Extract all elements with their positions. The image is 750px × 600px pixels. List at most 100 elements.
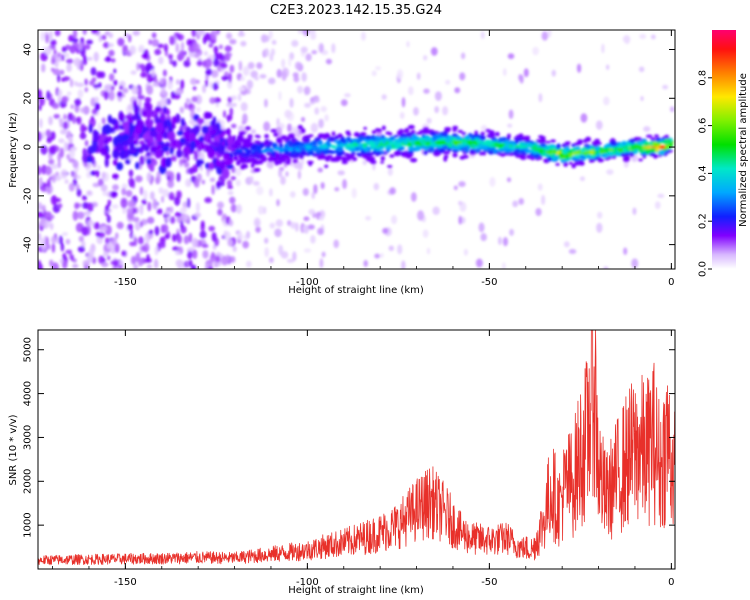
spectrogram-cell [88, 123, 93, 134]
spectrogram-cell [278, 91, 282, 101]
spectrogram-ridge-cell [429, 131, 436, 136]
spectrogram-cell [325, 58, 332, 65]
spectrogram-cell [110, 118, 118, 126]
spectrogram-cell [362, 159, 368, 166]
spectrogram-ridge-cell [469, 148, 475, 154]
snr-y-tick-label: 3000 [23, 425, 34, 450]
spectrogram-cell [209, 120, 214, 126]
spectrogram-ridge-cell [273, 132, 279, 137]
spectrogram-ridge-cell [292, 149, 297, 153]
spectrogram-cell [211, 184, 215, 196]
spectrogram-cell [551, 69, 556, 77]
spectrogram-ridge-cell [292, 143, 298, 147]
spectrogram-cell [102, 42, 110, 49]
spectrogram-cell [69, 147, 76, 159]
spectrogram-cell [632, 207, 637, 215]
spectrogram-cell [183, 130, 190, 139]
spectrogram-cell [190, 78, 197, 86]
spectrogram-y-tick-label: -20 [23, 188, 34, 204]
spectrogram-ridge-cell [242, 146, 247, 150]
spectrogram-cell [77, 246, 86, 253]
spectrogram-ridge-cell [451, 133, 458, 138]
spectrogram-ridge-cell [352, 157, 358, 162]
spectrogram-cell [351, 188, 357, 199]
colorbar-tick-label: 0.6 [698, 118, 709, 134]
spectrogram-ridge-cell [438, 147, 445, 154]
spectrogram-cell [203, 132, 210, 143]
spectrogram-cell [102, 191, 108, 196]
spectrogram-ridge-cell [553, 154, 559, 161]
spectrogram-cell [154, 48, 162, 56]
spectrogram-cell [240, 40, 247, 47]
spectrogram-cell [623, 159, 629, 168]
spectrogram-cell [192, 86, 197, 91]
spectrogram-cell [90, 115, 95, 122]
spectrogram-ridge-cell [604, 147, 611, 153]
spectrogram-ridge-cell [461, 154, 469, 159]
spectrogram-cell [460, 52, 466, 60]
spectrogram-cell [56, 52, 62, 58]
spectrogram-cell [139, 155, 145, 166]
spectrogram-cell [116, 143, 123, 152]
spectrogram-ridge-cell [580, 151, 588, 155]
spectrogram-cell [103, 90, 109, 100]
spectrogram-ridge-cell [334, 149, 339, 154]
spectrogram-x-axis: -150 -100 -50 0 [52, 30, 675, 288]
spectrogram-cell [81, 226, 89, 237]
spectrogram-cell [478, 222, 485, 233]
spectrogram-ridge-cell [236, 144, 242, 148]
spectrogram-ridge-cell [555, 144, 561, 149]
spectrogram-cell [167, 180, 175, 189]
spectrogram-cell [523, 68, 529, 78]
spectrogram-cell [60, 168, 68, 179]
spectrogram-cell [90, 170, 96, 176]
spectrogram-ridge-cell [629, 152, 634, 157]
spectrogram-ridge-cell [336, 146, 344, 152]
spectrogram-cell [191, 237, 199, 248]
spectrogram-cell [422, 229, 429, 238]
spectrogram-cell [289, 191, 296, 198]
spectrogram-ridge-cell [609, 140, 617, 146]
spectrogram-cell [623, 247, 628, 255]
spectrogram-cell [111, 237, 118, 246]
spectrogram-cell [83, 126, 88, 131]
spectrogram-cell [603, 266, 609, 269]
spectrogram-cell [162, 69, 167, 77]
spectrogram-cell [135, 251, 141, 263]
spectrogram-cell [122, 140, 130, 147]
spectrogram-cell [297, 163, 303, 171]
spectrogram-cell [152, 200, 158, 210]
spectrogram-cell [270, 48, 276, 56]
spectrogram-cell [189, 140, 197, 150]
spectrogram-cell [215, 102, 220, 108]
spectrogram-cell [93, 51, 99, 62]
spectrogram-cell [184, 102, 188, 110]
spectrogram-cell [274, 228, 282, 238]
spectrogram-cell [46, 179, 51, 188]
spectrogram-cell [324, 114, 329, 122]
spectrogram-ridge-cell [522, 141, 526, 147]
spectrogram-ridge-cell [290, 137, 296, 141]
spectrogram-cell [92, 182, 100, 188]
spectrogram-ridge-cell [539, 138, 544, 144]
spectrogram-cell [226, 179, 233, 187]
spectrogram-cell [58, 118, 64, 124]
spectrogram-cell [64, 76, 71, 81]
spectrogram-ridge-cell [356, 152, 361, 156]
spectrogram-cell [156, 143, 162, 150]
snr-panel: -150 -100 -50 0 1000 2000 3000 4000 5000 Height… [8, 329, 676, 596]
colorbar-tick-label: 0.8 [698, 70, 709, 86]
spectrogram-cell [51, 102, 60, 109]
spectrogram-cell [292, 251, 297, 262]
spectrogram-cell [39, 217, 47, 227]
spectrogram-cell [162, 145, 170, 152]
spectrogram-cell [180, 117, 185, 127]
colorbar-tick-label: 0.0 [698, 261, 709, 277]
spectrogram-cell [297, 133, 301, 143]
spectrogram-cell [187, 167, 195, 175]
spectrogram-ridge-cell [529, 153, 535, 157]
spectrogram-cell [287, 220, 292, 226]
spectrogram-cell [219, 137, 224, 143]
spectrogram-cell [219, 62, 228, 69]
